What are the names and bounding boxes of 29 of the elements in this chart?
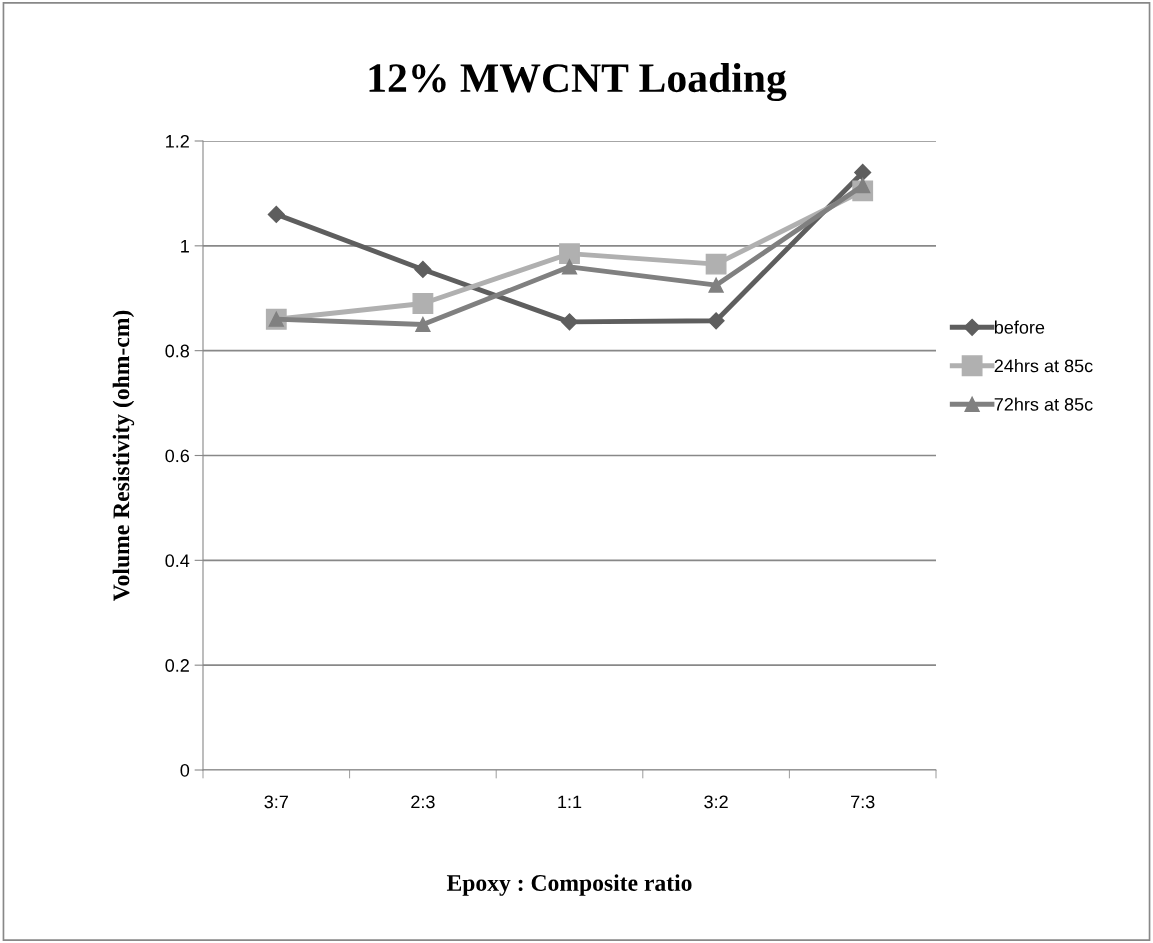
y-tick-label: 0: [180, 763, 190, 777]
point: [560, 313, 579, 331]
x-tick-label: 2:3: [411, 795, 435, 809]
point: [708, 277, 724, 293]
point: [414, 260, 432, 278]
y-tick-label: 1: [181, 239, 189, 253]
y-tick-label: 0.4: [165, 554, 190, 568]
y-tick-label: 0.8: [165, 344, 190, 358]
point: [707, 312, 725, 330]
point: [854, 163, 872, 182]
legend-label: 24hrs at 85c: [994, 359, 1093, 373]
chart-title: 12% MWCNT Loading: [369, 62, 787, 102]
y-tick-label: 0.6: [165, 449, 190, 463]
x-axis-title: Epoxy : Composite ratio: [446, 874, 692, 896]
y-tick-label: 1.2: [166, 134, 189, 148]
y-tick-label: 0.2: [165, 659, 189, 672]
x-tick-label: 3:7: [264, 795, 288, 809]
point: [415, 316, 431, 333]
legend-label: 72hrs at 85c: [994, 397, 1093, 411]
point: [267, 205, 285, 223]
point: [559, 243, 580, 265]
legend-label: before: [994, 320, 1045, 334]
point: [705, 253, 727, 275]
point: [412, 293, 434, 314]
x-tick-label: 7:3: [851, 795, 875, 809]
x-tick-label: 3:2: [704, 795, 728, 809]
point: [561, 259, 578, 275]
y-axis-title: Volume Resistivity (ohm-cm): [112, 310, 135, 602]
x-tick-label: 1:1: [558, 795, 582, 809]
